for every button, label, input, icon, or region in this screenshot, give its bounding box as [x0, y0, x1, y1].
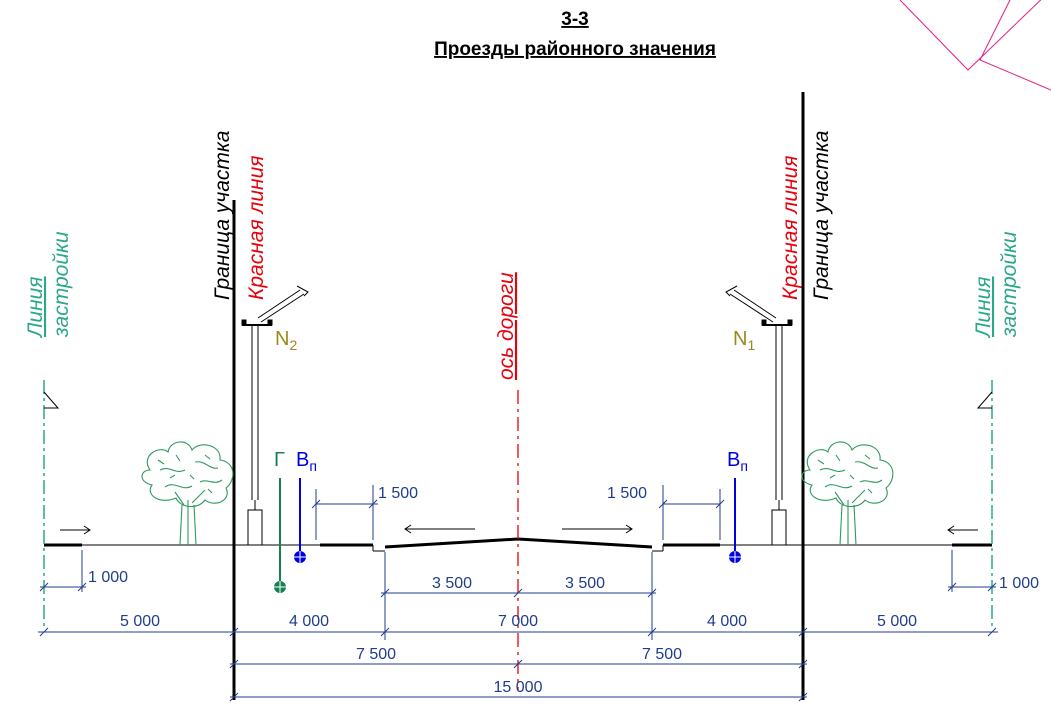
gas-marker: Г [274, 449, 285, 471]
dim-3500-left: 3 500 [432, 575, 472, 592]
road-axis-label: ось дороги [495, 272, 518, 380]
gas-pipe-icon [274, 478, 286, 593]
water-marker-left: Вп [296, 449, 317, 474]
boundary-label-right: Граница участка [810, 131, 833, 301]
building-line-label-left-bottom: застройки [50, 231, 73, 338]
dim-5000-left: 5 000 [120, 613, 160, 630]
tree-left-icon [141, 441, 234, 546]
dim-1000-left: 1 000 [88, 569, 128, 586]
water-marker-right: Вп [727, 449, 748, 474]
dim-7500-left: 7 500 [356, 646, 396, 663]
red-line-label-right: Красная линия [779, 156, 802, 301]
section-number: 3-3 [561, 9, 588, 30]
dim-15000: 15 000 [494, 679, 543, 696]
building-line-label-left-top: Линия [24, 276, 47, 339]
red-line-label-left: Красная линия [245, 156, 268, 301]
dim-1500-left: 1 500 [378, 485, 418, 502]
dim-4000-right: 4 000 [707, 613, 747, 630]
lamp-marker-left: N2 [275, 328, 297, 353]
dim-1500-right: 1 500 [607, 485, 647, 502]
dim-3500-right: 3 500 [565, 575, 605, 592]
section-title: Проезды районного значения [434, 39, 716, 60]
building-line-label-right-top: Линия [972, 276, 995, 339]
slope-arrow-icons [60, 524, 978, 535]
dim-5000-right: 5 000 [877, 613, 917, 630]
tree-right-icon [801, 441, 894, 546]
building-line-label-right-bottom: застройки [998, 231, 1021, 338]
water-pipe-right-icon [729, 478, 741, 563]
water-pipe-left-icon [294, 478, 306, 563]
dimension-lines [38, 485, 998, 702]
building-line-right [976, 380, 993, 630]
street-lamp-left-icon [241, 285, 309, 546]
lamp-marker-right: N1 [733, 328, 755, 353]
dim-1000-right: 1 000 [999, 575, 1039, 592]
street-lamp-right-icon [725, 285, 793, 546]
boundary-label-left: Граница участка [211, 131, 234, 301]
dim-4000-left: 4 000 [289, 613, 329, 630]
dim-7000: 7 000 [498, 613, 538, 630]
adjacent-plot-lines [899, 0, 1051, 91]
building-line-left [43, 380, 60, 630]
dim-7500-right: 7 500 [642, 646, 682, 663]
